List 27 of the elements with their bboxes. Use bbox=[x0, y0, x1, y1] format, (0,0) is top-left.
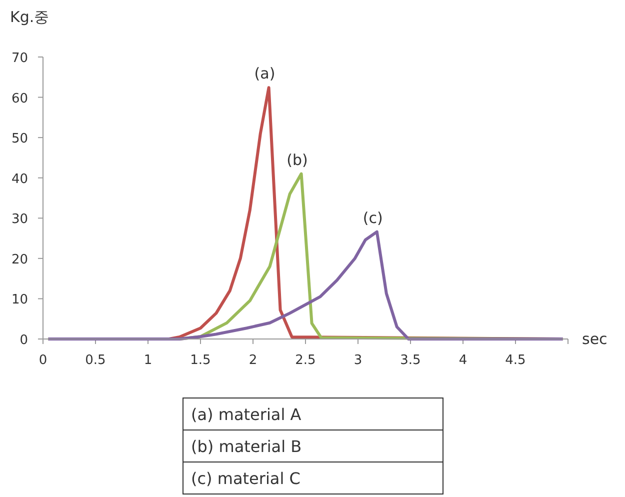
line-series bbox=[46, 230, 564, 340]
x-tick-label: 4 bbox=[458, 353, 468, 368]
x-tick-label: 1 bbox=[144, 353, 152, 368]
series-label: (a) bbox=[254, 64, 276, 83]
y-tick-label: 70 bbox=[11, 51, 28, 66]
text: (a) material A bbox=[191, 405, 302, 424]
x-axis-title: sec bbox=[582, 330, 608, 348]
text: (b) material B bbox=[191, 437, 302, 456]
y-tick-label: 40 bbox=[11, 172, 28, 187]
y-tick-label: 60 bbox=[11, 91, 28, 106]
y-axis-title: Kg.중 bbox=[10, 8, 50, 26]
x-tick-label: 1.5 bbox=[190, 353, 211, 368]
y-tick-label: 30 bbox=[11, 212, 28, 228]
y-tick-label: 20 bbox=[11, 252, 28, 268]
x-tick-label: 2 bbox=[248, 353, 258, 368]
x-tick-label: 3.5 bbox=[400, 353, 421, 368]
x-tick-label: 0.5 bbox=[85, 353, 106, 368]
x-tick-label: 4.5 bbox=[505, 353, 526, 368]
text: (c) material C bbox=[191, 469, 300, 488]
series-label: (b) bbox=[286, 150, 308, 169]
y-tick-label: 10 bbox=[11, 292, 28, 308]
y-tick-label: 50 bbox=[11, 132, 28, 147]
y-tick-label: 0 bbox=[20, 333, 28, 348]
x-tick-label: 2.5 bbox=[295, 353, 316, 368]
x-tick-label: 0 bbox=[38, 353, 48, 368]
series-label: (c) bbox=[362, 208, 383, 227]
x-tick-label: 3 bbox=[354, 353, 362, 368]
